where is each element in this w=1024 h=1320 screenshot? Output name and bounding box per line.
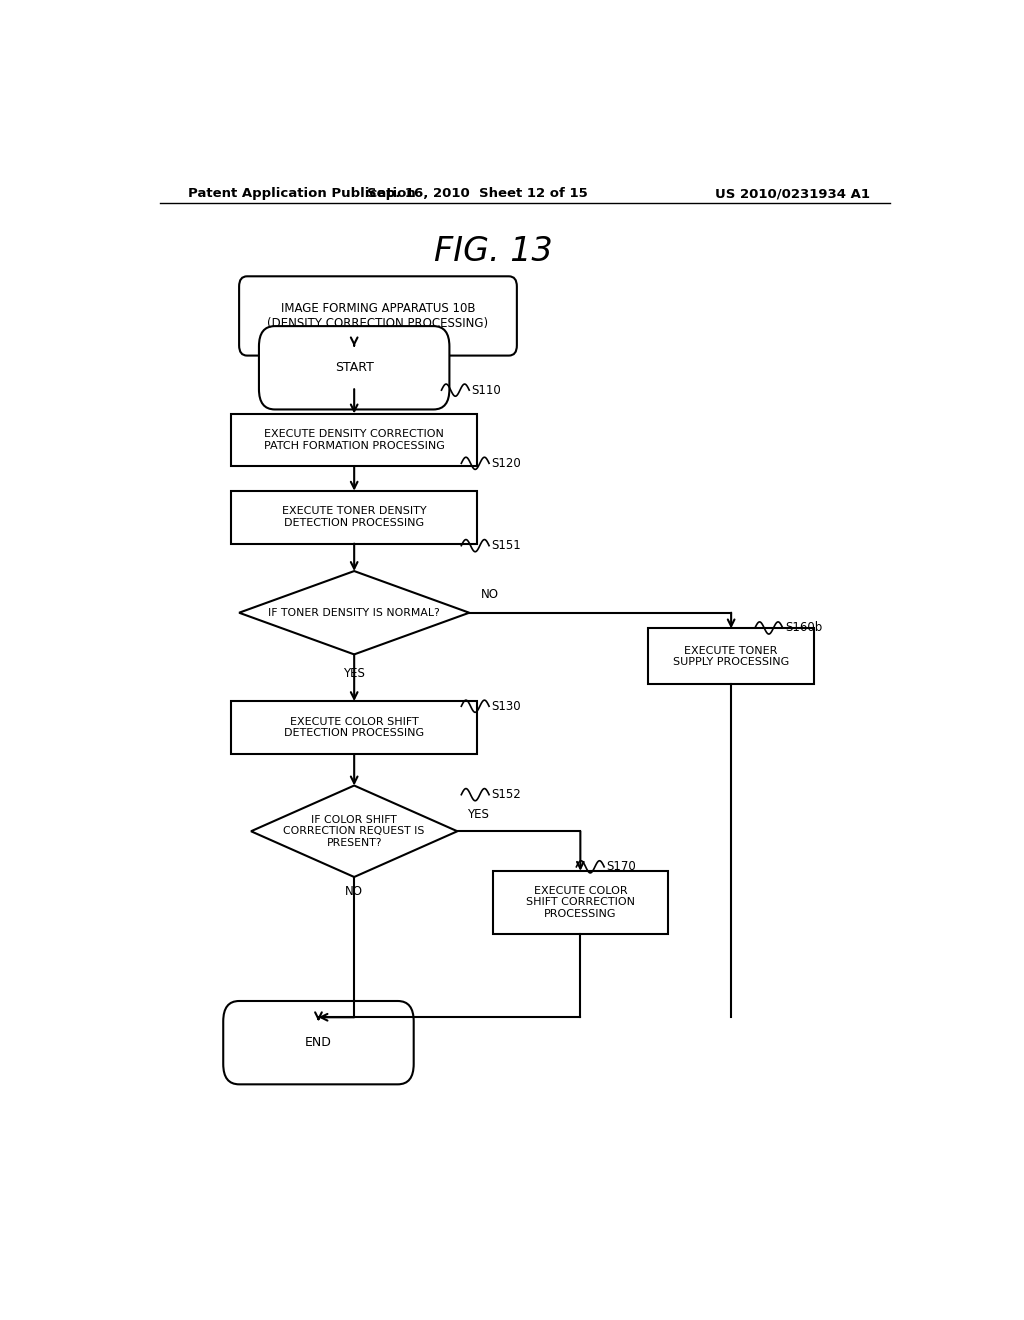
- Text: US 2010/0231934 A1: US 2010/0231934 A1: [715, 187, 870, 201]
- Text: EXECUTE DENSITY CORRECTION
PATCH FORMATION PROCESSING: EXECUTE DENSITY CORRECTION PATCH FORMATI…: [264, 429, 444, 450]
- Bar: [231, 701, 477, 754]
- Bar: [494, 871, 668, 935]
- Text: NO: NO: [481, 587, 499, 601]
- Polygon shape: [251, 785, 458, 876]
- Text: START: START: [335, 362, 374, 375]
- Text: IMAGE FORMING APPARATUS 10B
(DENSITY CORRECTION PROCESSING): IMAGE FORMING APPARATUS 10B (DENSITY COR…: [267, 302, 488, 330]
- Text: IF COLOR SHIFT
CORRECTION REQUEST IS
PRESENT?: IF COLOR SHIFT CORRECTION REQUEST IS PRE…: [284, 814, 425, 847]
- Text: S152: S152: [492, 788, 521, 801]
- Text: S160b: S160b: [785, 622, 822, 635]
- Text: NO: NO: [345, 886, 364, 898]
- Text: YES: YES: [467, 808, 488, 821]
- Text: END: END: [305, 1036, 332, 1049]
- FancyBboxPatch shape: [259, 326, 450, 409]
- Polygon shape: [239, 572, 469, 655]
- FancyBboxPatch shape: [223, 1001, 414, 1084]
- Text: EXECUTE COLOR SHIFT
DETECTION PROCESSING: EXECUTE COLOR SHIFT DETECTION PROCESSING: [284, 717, 424, 738]
- Text: S110: S110: [472, 384, 502, 396]
- Text: EXECUTE TONER DENSITY
DETECTION PROCESSING: EXECUTE TONER DENSITY DETECTION PROCESSI…: [282, 507, 426, 528]
- FancyBboxPatch shape: [239, 276, 517, 355]
- Text: IF TONER DENSITY IS NORMAL?: IF TONER DENSITY IS NORMAL?: [268, 607, 440, 618]
- Text: S130: S130: [492, 700, 521, 713]
- Bar: [648, 628, 814, 684]
- Text: S151: S151: [492, 539, 521, 552]
- Text: S170: S170: [606, 861, 636, 874]
- Text: EXECUTE COLOR
SHIFT CORRECTION
PROCESSING: EXECUTE COLOR SHIFT CORRECTION PROCESSIN…: [526, 886, 635, 919]
- Text: FIG. 13: FIG. 13: [434, 235, 552, 268]
- Bar: [231, 413, 477, 466]
- Text: YES: YES: [343, 667, 366, 680]
- Text: S120: S120: [492, 457, 521, 470]
- Text: EXECUTE TONER
SUPPLY PROCESSING: EXECUTE TONER SUPPLY PROCESSING: [673, 645, 790, 667]
- Text: Sep. 16, 2010  Sheet 12 of 15: Sep. 16, 2010 Sheet 12 of 15: [367, 187, 588, 201]
- Bar: [231, 491, 477, 544]
- Text: Patent Application Publication: Patent Application Publication: [187, 187, 416, 201]
